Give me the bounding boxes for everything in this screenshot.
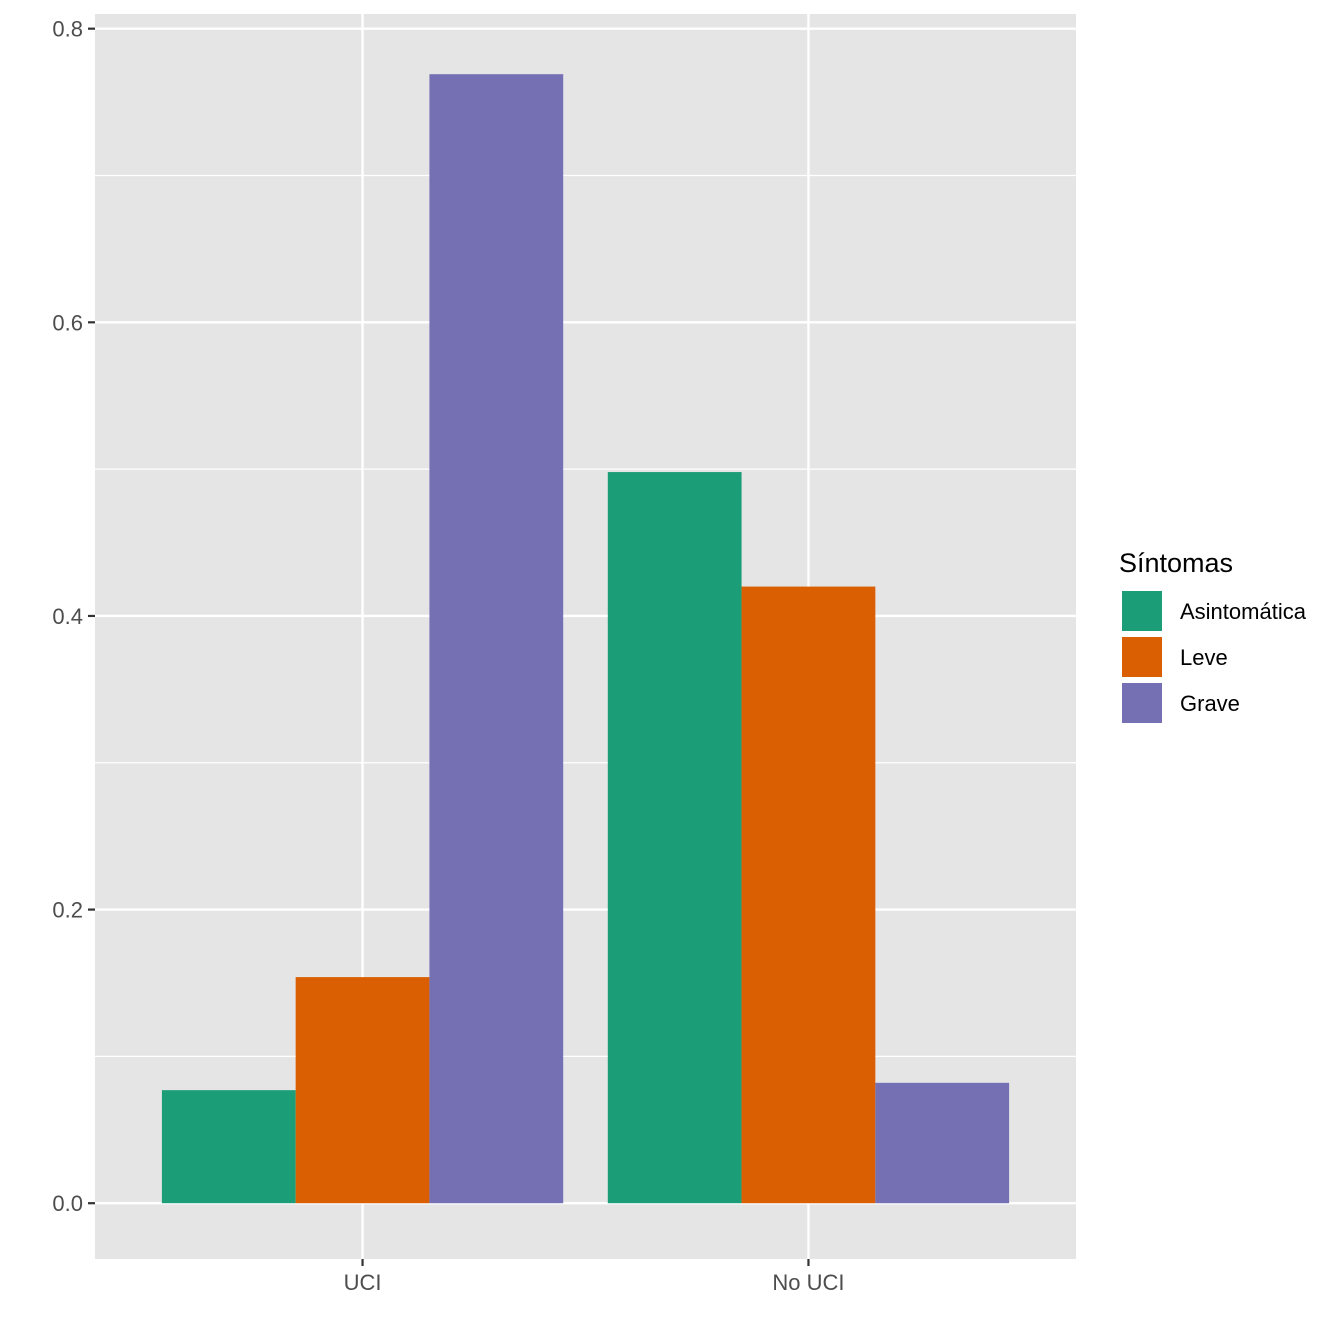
y-tick-label: 0.0 <box>52 1191 83 1216</box>
bar <box>295 977 430 1204</box>
x-tick-label: No UCI <box>772 1270 844 1295</box>
y-tick-label: 0.2 <box>52 898 83 923</box>
y-axis: 0.0 0.2 0.4 0.6 0.8 <box>52 17 95 1216</box>
legend-label: Asintomática <box>1180 599 1307 624</box>
x-tick-label: UCI <box>344 1270 382 1295</box>
bar <box>161 1090 296 1204</box>
bar <box>875 1082 1010 1204</box>
bar <box>607 472 742 1204</box>
legend-key <box>1120 635 1164 679</box>
legend-key <box>1120 589 1164 633</box>
minor-gridlines <box>95 174 1076 1057</box>
bar <box>741 586 876 1204</box>
bar <box>429 74 564 1204</box>
y-tick-label: 0.4 <box>52 604 83 629</box>
legend-key <box>1120 681 1164 725</box>
bars <box>161 74 1010 1204</box>
plot-panel <box>95 14 1076 1259</box>
legend-label: Grave <box>1180 691 1240 716</box>
legend: Síntomas Asintomática Leve Grave <box>1119 548 1307 725</box>
y-tick-label: 0.8 <box>52 17 83 42</box>
y-tick-label: 0.6 <box>52 310 83 335</box>
x-axis: UCI No UCI <box>344 1259 845 1295</box>
legend-title: Síntomas <box>1119 548 1233 578</box>
legend-label: Leve <box>1180 645 1228 670</box>
